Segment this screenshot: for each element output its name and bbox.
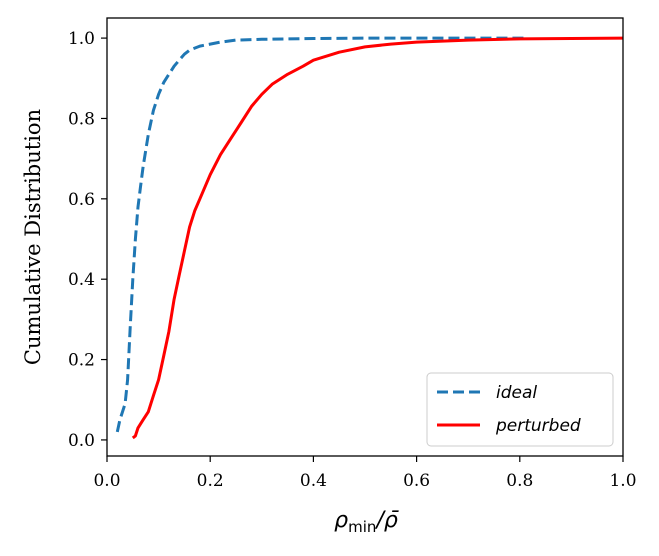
x-tick-label: 0.8 <box>506 471 533 491</box>
legend-label-perturbed: perturbed <box>495 416 581 436</box>
x-axis-label: ρmin/ρ̄ <box>334 508 399 536</box>
plot-frame <box>106 17 624 457</box>
y-axis-label: Cumulative Distribution <box>21 109 45 365</box>
series-line-ideal <box>115 36 525 433</box>
x-tick-label: 0.2 <box>197 471 224 491</box>
y-tick-label: 0.2 <box>68 351 95 371</box>
series-line-perturbed <box>131 36 624 440</box>
x-tick-label: 0.0 <box>93 471 120 491</box>
y-tick-label: 0.0 <box>68 431 95 451</box>
x-axis-label-subscript: min <box>348 518 376 536</box>
y-tick-label: 1.0 <box>68 29 95 49</box>
legend: ideal perturbed <box>426 372 614 447</box>
x-tick-label: 0.4 <box>300 471 327 491</box>
x-tick-label: 1.0 <box>609 471 636 491</box>
x-axis-label-symbol: ρ <box>334 508 348 533</box>
y-tick-label: 0.4 <box>68 270 95 290</box>
series-layer <box>115 36 624 440</box>
x-tick-label: 0.6 <box>403 471 430 491</box>
x-axis-ticks: 0.0 0.2 0.4 0.6 0.8 1.0 <box>93 456 637 491</box>
y-tick-label: 0.6 <box>68 190 95 210</box>
x-axis-label-tail: /ρ̄ <box>374 508 398 533</box>
legend-label-ideal: ideal <box>496 383 537 403</box>
y-tick-label: 0.8 <box>68 109 95 129</box>
y-axis-ticks: 0.0 0.2 0.4 0.6 0.8 1.0 <box>68 29 107 451</box>
